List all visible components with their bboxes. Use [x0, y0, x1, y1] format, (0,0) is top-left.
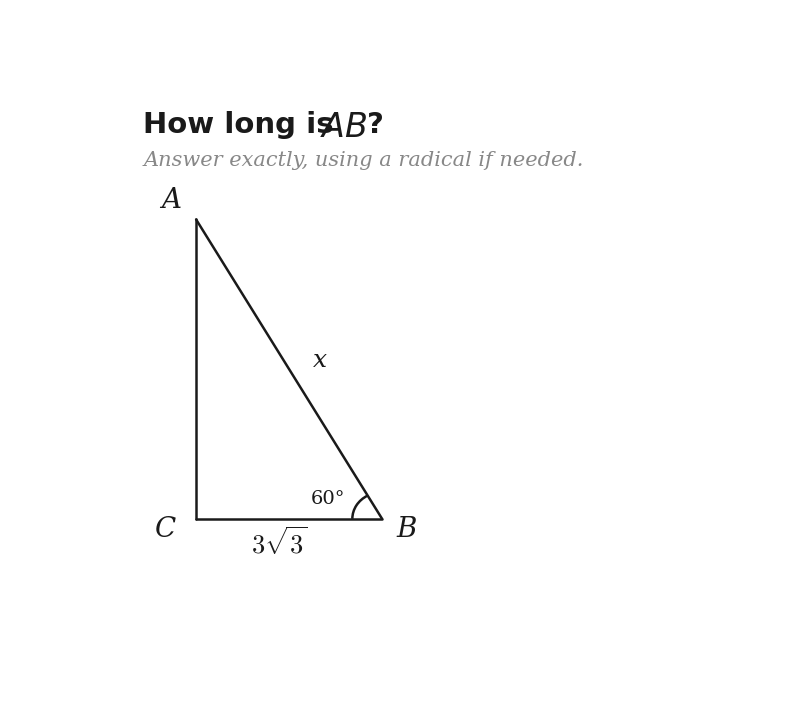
Text: A: A: [162, 186, 182, 214]
Text: B: B: [397, 516, 417, 544]
Text: $3\sqrt{3}$: $3\sqrt{3}$: [251, 528, 308, 560]
Text: C: C: [154, 516, 176, 544]
Text: 60°: 60°: [310, 490, 345, 508]
Text: Answer exactly, using a radical if needed.: Answer exactly, using a radical if neede…: [143, 151, 584, 170]
Text: ?: ?: [366, 112, 383, 140]
Text: $\mathit{AB}$: $\mathit{AB}$: [320, 112, 367, 144]
Text: x: x: [313, 349, 327, 372]
Text: How long is: How long is: [143, 112, 344, 140]
